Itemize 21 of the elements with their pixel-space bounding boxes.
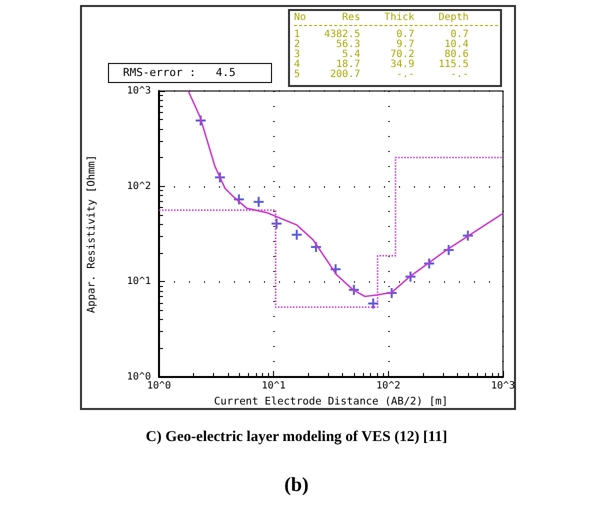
- y-tick-label: 10^1: [126, 276, 151, 288]
- x-tick-label: 10^2: [376, 380, 400, 392]
- y-tick-label: 10^2: [126, 180, 151, 192]
- x-axis-title: Current Electrode Distance (AB/2) [m]: [214, 395, 448, 408]
- x-tick-label: 10^0: [146, 380, 172, 392]
- y-axis-title: Appar. Resistivity [Ohmm]: [86, 154, 98, 314]
- y-tick-label: 10^3: [126, 86, 151, 96]
- point: [254, 196, 264, 207]
- text: 4 18.7 34.9 115.5: [294, 59, 470, 70]
- text: No Res Thick Depth: [294, 12, 498, 26]
- text: 5 200.7 -.- -.-: [294, 69, 470, 80]
- point: [292, 230, 302, 240]
- point: [368, 298, 378, 309]
- text: (b): [283, 474, 310, 497]
- text: C) Geo-electric layer modeling of VES (12) [11]: [144, 429, 448, 446]
- text: 2 56.3 9.7 10.4: [294, 39, 470, 50]
- text: RMS-error : 4.5: [108, 63, 272, 83]
- text: 1 4382.5 0.7 0.7: [294, 29, 470, 40]
- y-tick-label: 10^0: [126, 372, 151, 382]
- x-tick-label: 10^1: [262, 380, 286, 392]
- text: 3 5.4 70.2 80.6: [294, 49, 470, 60]
